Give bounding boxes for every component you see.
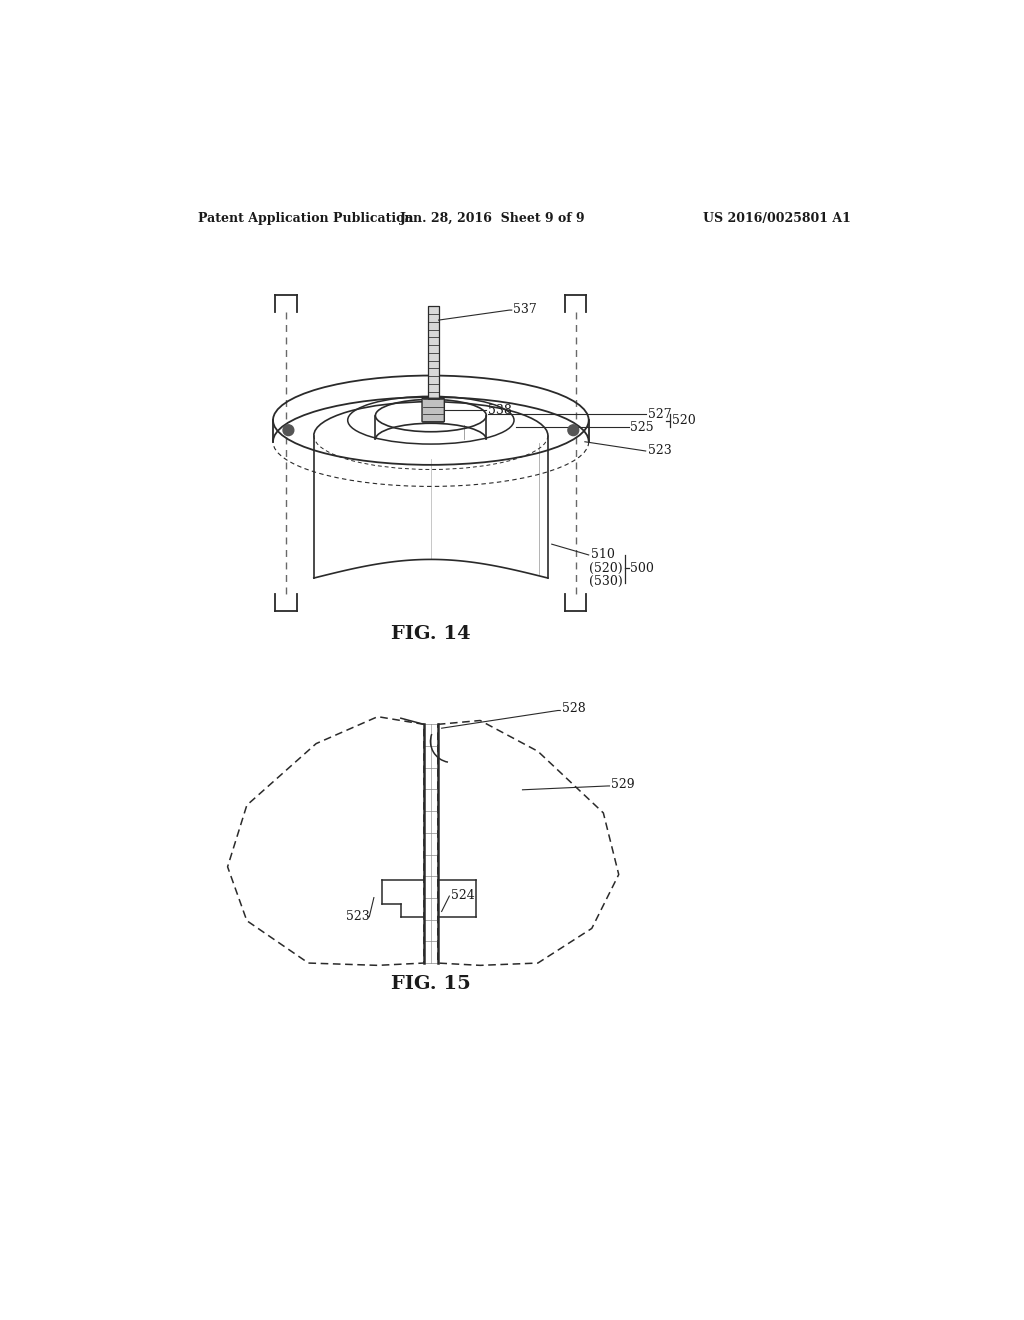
Text: 529: 529 bbox=[611, 777, 635, 791]
FancyBboxPatch shape bbox=[422, 399, 444, 422]
Text: FIG. 14: FIG. 14 bbox=[391, 626, 471, 643]
Text: 523: 523 bbox=[346, 911, 370, 924]
Text: FIG. 15: FIG. 15 bbox=[391, 975, 471, 993]
Text: (520): (520) bbox=[589, 561, 623, 574]
Bar bbox=[428, 306, 438, 400]
Text: US 2016/0025801 A1: US 2016/0025801 A1 bbox=[703, 213, 851, 224]
Text: Jan. 28, 2016  Sheet 9 of 9: Jan. 28, 2016 Sheet 9 of 9 bbox=[399, 213, 586, 224]
Circle shape bbox=[568, 425, 579, 436]
Text: 525: 525 bbox=[631, 421, 654, 434]
Text: 528: 528 bbox=[562, 702, 586, 715]
Text: 500: 500 bbox=[631, 561, 654, 574]
Text: 537: 537 bbox=[513, 302, 537, 315]
Text: (530): (530) bbox=[589, 574, 623, 587]
Text: 538: 538 bbox=[487, 404, 512, 417]
Text: Patent Application Publication: Patent Application Publication bbox=[199, 213, 414, 224]
Text: 520: 520 bbox=[672, 414, 695, 428]
Text: 527: 527 bbox=[648, 408, 672, 421]
Text: 523: 523 bbox=[648, 445, 672, 458]
Circle shape bbox=[283, 425, 294, 436]
Text: 524: 524 bbox=[451, 888, 475, 902]
Text: 510: 510 bbox=[591, 548, 614, 561]
